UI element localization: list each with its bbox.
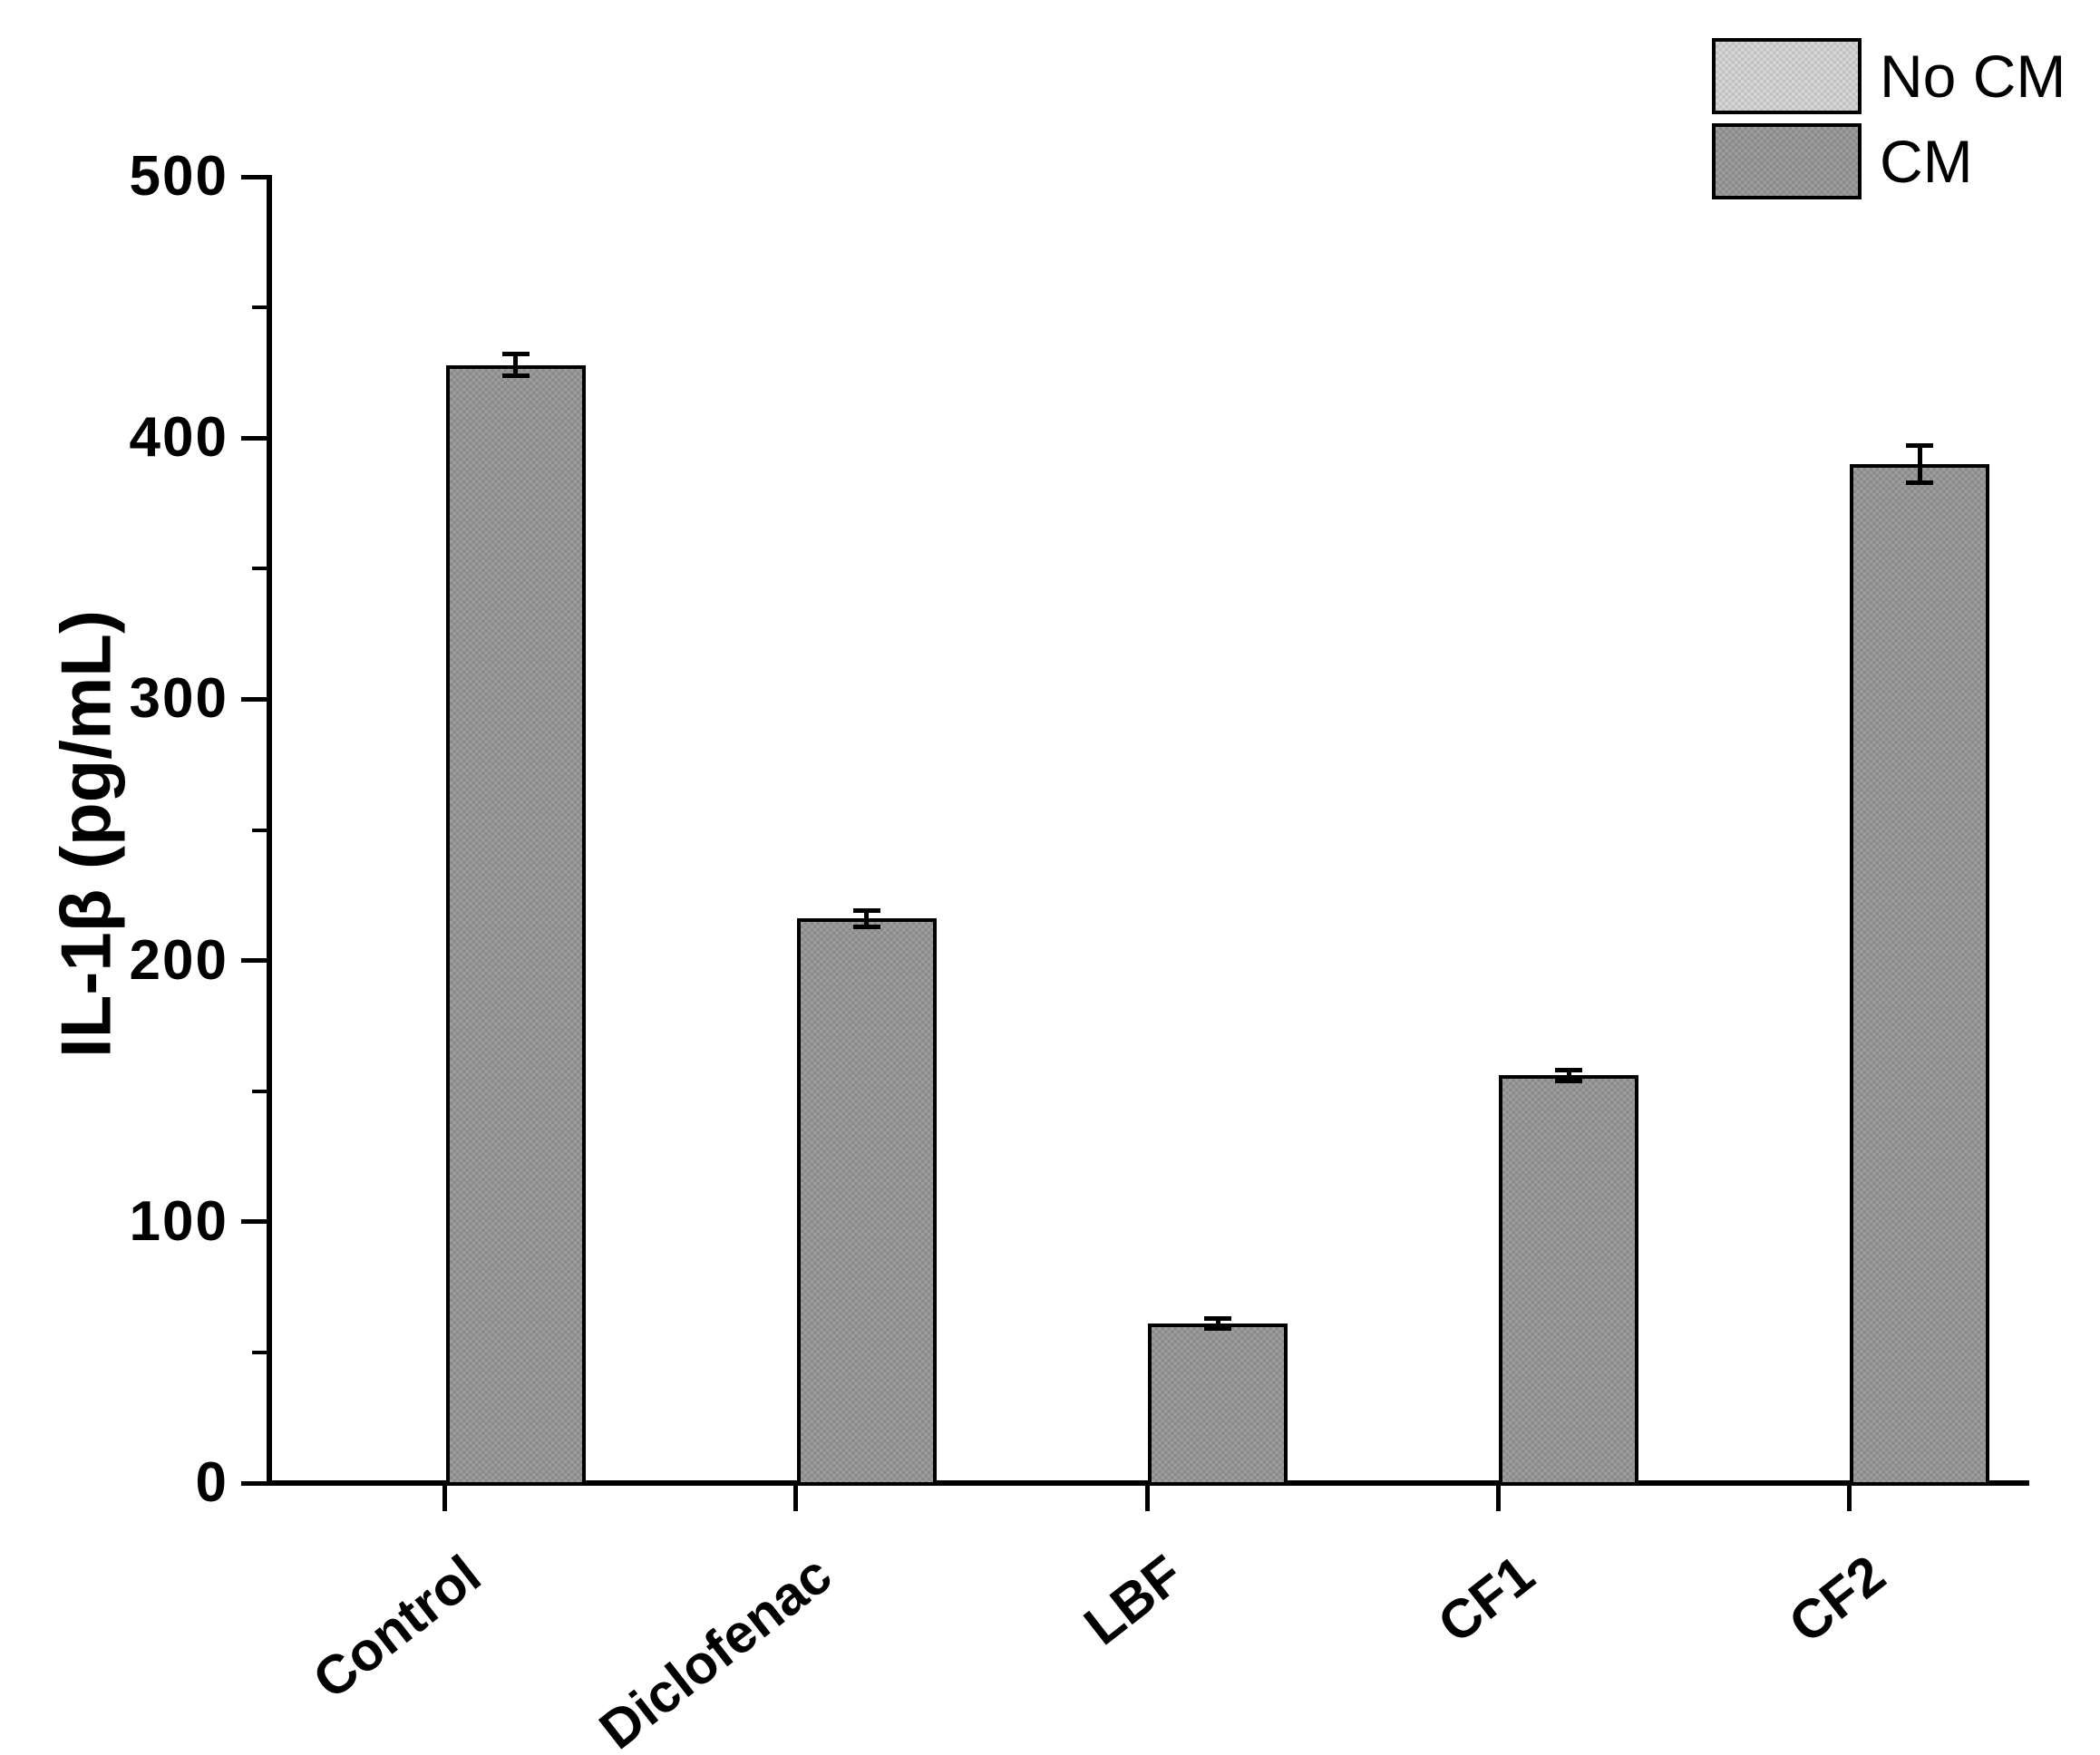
- bar-diclofenac-cm: [796, 918, 937, 1486]
- error-bar-line: [1215, 1318, 1220, 1329]
- legend-item-cm: CM: [1712, 123, 2066, 199]
- y-tick-label: 300: [129, 667, 228, 731]
- legend: No CM CM: [1712, 38, 2066, 199]
- error-bar-cap-bottom: [1555, 1078, 1583, 1083]
- bar-control-cm: [445, 364, 586, 1486]
- error-bar-line: [1566, 1070, 1571, 1081]
- x-tick-diclofenac: [793, 1486, 799, 1511]
- y-minor-tick: [252, 567, 267, 571]
- x-category-label-cf1: CF1: [1426, 1543, 1546, 1655]
- y-minor-tick: [252, 828, 267, 832]
- x-tick-cf1: [1495, 1486, 1501, 1511]
- y-major-tick: [241, 174, 267, 179]
- legend-swatch-cm: [1712, 123, 1862, 199]
- bar-cf1-cm: [1499, 1075, 1639, 1486]
- y-major-tick: [241, 1219, 267, 1225]
- error-bar-cap-top: [1204, 1315, 1231, 1321]
- error-bar-cap-top: [1906, 443, 1934, 449]
- x-tick-lbf: [1144, 1486, 1150, 1511]
- y-minor-tick: [252, 1350, 267, 1354]
- error-bar-cap-bottom: [1204, 1326, 1231, 1332]
- x-category-label-cf2: CF2: [1777, 1543, 1897, 1655]
- error-bar-cap-top: [852, 908, 880, 914]
- y-major-tick: [241, 958, 267, 964]
- y-tick-label: 100: [129, 1189, 228, 1253]
- y-major-tick: [241, 1480, 267, 1486]
- error-bar-cap-top: [501, 352, 530, 357]
- x-tick-control: [442, 1486, 448, 1511]
- x-category-label-lbf: LBF: [1073, 1543, 1194, 1657]
- y-major-tick: [241, 696, 267, 702]
- y-tick-label: 500: [129, 145, 228, 208]
- error-bar-line: [1917, 445, 1922, 483]
- bar-cf2-cm: [1850, 464, 1990, 1486]
- x-tick-cf2: [1846, 1486, 1852, 1511]
- bar-lbf-cm: [1148, 1324, 1288, 1486]
- error-bar-cap-bottom: [852, 924, 880, 929]
- y-tick-label: 400: [129, 406, 228, 470]
- legend-label-cm: CM: [1880, 128, 1973, 195]
- y-axis-line: [267, 175, 272, 1486]
- x-category-label-diclofenac: Diclofenac: [588, 1543, 843, 1755]
- y-minor-tick: [252, 1089, 267, 1093]
- y-tick-label: 0: [195, 1451, 228, 1514]
- legend-label-no-cm: No CM: [1880, 43, 2066, 110]
- error-bar-cap-bottom: [1906, 480, 1934, 485]
- y-minor-tick: [252, 305, 267, 310]
- y-tick-label: 200: [129, 928, 228, 992]
- error-bar-line: [513, 354, 519, 376]
- x-category-label-control: Control: [302, 1543, 492, 1711]
- y-major-tick: [241, 435, 267, 441]
- error-bar-cap-top: [1555, 1068, 1583, 1073]
- legend-item-no-cm: No CM: [1712, 38, 2066, 114]
- error-bar-line: [864, 910, 870, 927]
- error-bar-cap-bottom: [501, 373, 530, 378]
- legend-swatch-no-cm: [1712, 38, 1862, 114]
